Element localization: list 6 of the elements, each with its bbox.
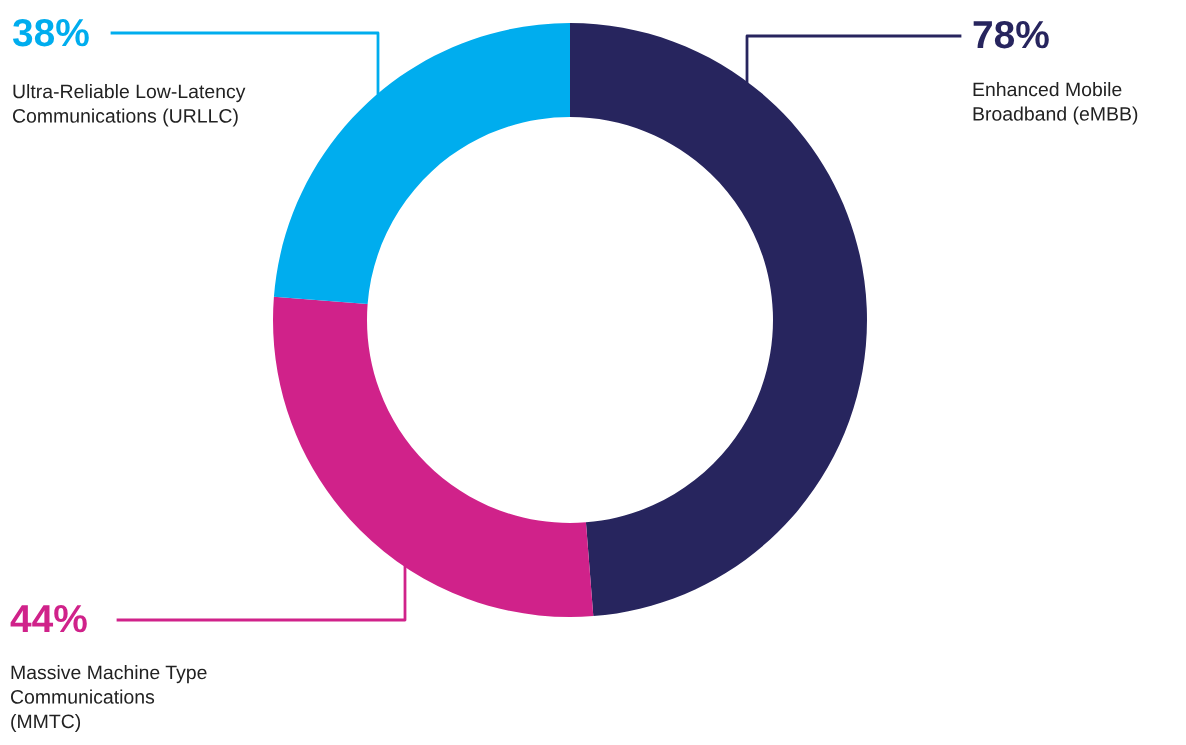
data-label: 38% [12, 18, 89, 47]
slice-label: Massive Machine Type Communications (MMTC) [10, 665, 207, 733]
slice-label: Enhanced Mobile Broadband (eMBB) [973, 82, 1138, 125]
data-label: 44% [10, 605, 87, 633]
slice-label: Ultra-Reliable Low-Latency Communications (URLLC) [12, 84, 246, 127]
data-label: 78% [973, 20, 1049, 49]
